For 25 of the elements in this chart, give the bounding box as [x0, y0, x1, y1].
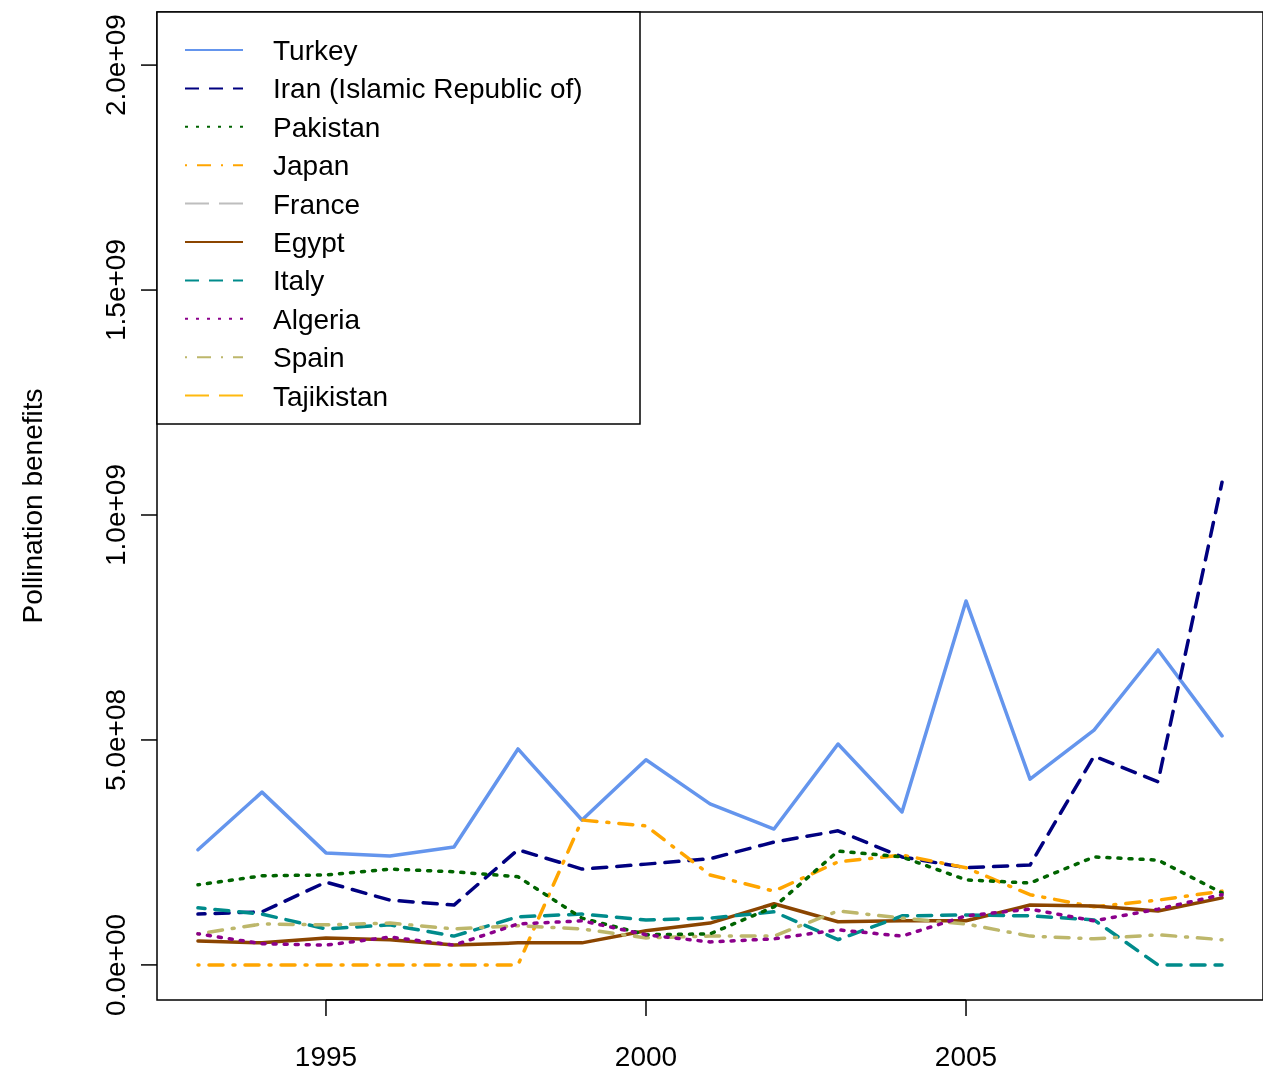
legend-label: Turkey: [273, 35, 358, 66]
y-tick-label: 1.5e+09: [100, 239, 131, 342]
legend-label: Algeria: [273, 303, 361, 335]
legend-label: Egypt: [273, 227, 345, 258]
legend-label: Pakistan: [273, 111, 381, 143]
line-series: [196, 849, 1224, 937]
legend-label: Japan: [273, 150, 350, 182]
y-tick-label: 0.0e+00: [100, 913, 131, 1016]
line-series: [196, 599, 1224, 858]
line-series: [196, 909, 1224, 942]
legend-label: Spain: [273, 342, 345, 374]
y-tick-label: 2.0e+09: [100, 14, 131, 117]
legend-label: Iran (Islamic Republic of): [273, 73, 583, 105]
line-series: [196, 480, 1224, 916]
x-tick-label: 2005: [934, 1041, 998, 1072]
x-tick-label: 1995: [294, 1041, 358, 1072]
legend-label: France: [273, 188, 361, 220]
line-series: [196, 818, 1224, 967]
y-tick-label: 1.0e+09: [100, 464, 131, 566]
y-axis-title: Pollination benefits: [17, 388, 48, 624]
x-tick-label: 2000: [614, 1041, 678, 1072]
line-series: [196, 906, 1224, 967]
legend-label: Italy: [273, 265, 325, 297]
legend-label: Tajikistan: [273, 380, 389, 412]
y-tick-label: 5.0e+08: [100, 688, 131, 791]
